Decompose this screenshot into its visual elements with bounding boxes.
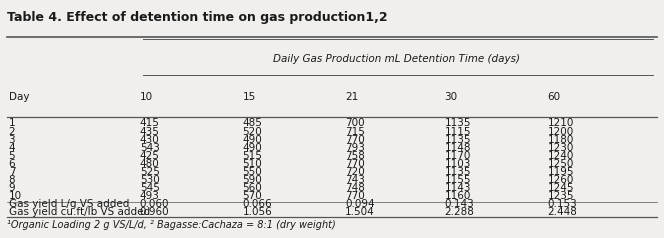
Text: 590: 590 xyxy=(242,175,262,185)
Text: 1155: 1155 xyxy=(445,175,471,185)
Text: 520: 520 xyxy=(242,127,262,137)
Text: 1230: 1230 xyxy=(547,143,574,153)
Text: 793: 793 xyxy=(345,143,365,153)
Text: 4: 4 xyxy=(9,143,15,153)
Text: 7: 7 xyxy=(9,167,15,177)
Text: 1170: 1170 xyxy=(445,151,471,161)
Text: 715: 715 xyxy=(345,127,365,137)
Text: 1135: 1135 xyxy=(445,135,471,145)
Text: 1210: 1210 xyxy=(547,119,574,129)
Text: 425: 425 xyxy=(140,151,160,161)
Text: 1200: 1200 xyxy=(547,127,574,137)
Text: 770: 770 xyxy=(345,135,365,145)
Text: 1160: 1160 xyxy=(445,191,471,201)
Text: 530: 530 xyxy=(140,175,159,185)
Text: 525: 525 xyxy=(140,167,160,177)
Text: 1235: 1235 xyxy=(547,191,574,201)
Text: 21: 21 xyxy=(345,92,359,102)
Text: Daily Gas Production mL Detention Time (days): Daily Gas Production mL Detention Time (… xyxy=(273,54,520,64)
Text: 560: 560 xyxy=(242,183,262,193)
Text: 15: 15 xyxy=(242,92,256,102)
Text: Day: Day xyxy=(9,92,29,102)
Text: 5: 5 xyxy=(9,151,15,161)
Text: 1250: 1250 xyxy=(547,159,574,169)
Text: ¹Organic Loading 2 g VS/L/d, ² Bagasse:Cachaza = 8:1 (dry weight): ¹Organic Loading 2 g VS/L/d, ² Bagasse:C… xyxy=(7,220,336,230)
Text: 3: 3 xyxy=(9,135,15,145)
Text: 1143: 1143 xyxy=(445,183,471,193)
Text: 1115: 1115 xyxy=(445,127,471,137)
Text: 10: 10 xyxy=(9,191,22,201)
Text: 1240: 1240 xyxy=(547,151,574,161)
Text: 1103: 1103 xyxy=(445,159,471,169)
Text: Gas yield L/g VS added: Gas yield L/g VS added xyxy=(9,199,129,209)
Text: Gas yield cu.ft/lb VS added: Gas yield cu.ft/lb VS added xyxy=(9,207,150,217)
Text: 9: 9 xyxy=(9,183,15,193)
Text: 2: 2 xyxy=(9,127,15,137)
Text: 490: 490 xyxy=(242,143,262,153)
Text: 515: 515 xyxy=(242,151,262,161)
Text: 1148: 1148 xyxy=(445,143,471,153)
Text: 0.960: 0.960 xyxy=(140,207,169,217)
Text: 435: 435 xyxy=(140,127,160,137)
Text: 430: 430 xyxy=(140,135,159,145)
Text: 0.066: 0.066 xyxy=(242,199,272,209)
Text: 543: 543 xyxy=(140,143,160,153)
Text: 1.504: 1.504 xyxy=(345,207,375,217)
Text: 0.143: 0.143 xyxy=(445,199,474,209)
Text: 30: 30 xyxy=(445,92,457,102)
Text: 770: 770 xyxy=(345,191,365,201)
Text: 0.153: 0.153 xyxy=(547,199,577,209)
Text: 490: 490 xyxy=(242,135,262,145)
Text: 1245: 1245 xyxy=(547,183,574,193)
Text: 510: 510 xyxy=(242,159,262,169)
Text: 6: 6 xyxy=(9,159,15,169)
Text: 485: 485 xyxy=(242,119,262,129)
Text: 1135: 1135 xyxy=(445,167,471,177)
Text: 1135: 1135 xyxy=(445,119,471,129)
Text: Table 4. Effect of detention time on gas production1,2: Table 4. Effect of detention time on gas… xyxy=(7,11,388,24)
Text: 0.094: 0.094 xyxy=(345,199,375,209)
Text: 1.056: 1.056 xyxy=(242,207,272,217)
Text: 758: 758 xyxy=(345,151,365,161)
Text: 415: 415 xyxy=(140,119,160,129)
Text: 570: 570 xyxy=(242,191,262,201)
Text: 480: 480 xyxy=(140,159,159,169)
Text: 720: 720 xyxy=(345,167,365,177)
Text: 550: 550 xyxy=(242,167,262,177)
Text: 2.448: 2.448 xyxy=(547,207,577,217)
Text: 743: 743 xyxy=(345,175,365,185)
Text: 1260: 1260 xyxy=(547,175,574,185)
Text: 1180: 1180 xyxy=(547,135,574,145)
Text: 10: 10 xyxy=(140,92,153,102)
Text: 0.060: 0.060 xyxy=(140,199,169,209)
Text: 493: 493 xyxy=(140,191,160,201)
Text: 8: 8 xyxy=(9,175,15,185)
Text: 545: 545 xyxy=(140,183,160,193)
Text: 1: 1 xyxy=(9,119,15,129)
Text: 748: 748 xyxy=(345,183,365,193)
Text: 1195: 1195 xyxy=(547,167,574,177)
Text: 2.288: 2.288 xyxy=(445,207,475,217)
Text: 60: 60 xyxy=(547,92,560,102)
Text: 700: 700 xyxy=(345,119,365,129)
Text: 770: 770 xyxy=(345,159,365,169)
